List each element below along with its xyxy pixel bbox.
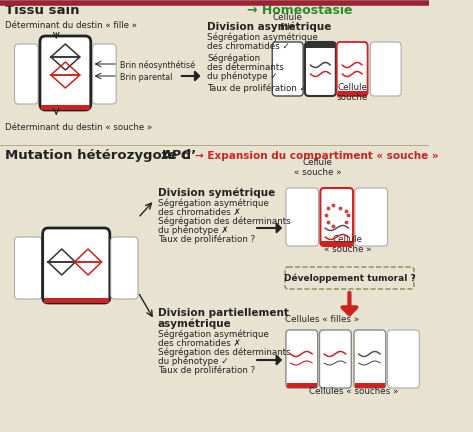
FancyBboxPatch shape <box>15 44 38 104</box>
Text: APC: APC <box>162 149 191 162</box>
Text: → Expansion du compartiment « souche »: → Expansion du compartiment « souche » <box>195 151 439 161</box>
Bar <box>338 91 367 96</box>
Text: des chromatides ✗: des chromatides ✗ <box>158 339 241 348</box>
Text: Cellule
« souche »: Cellule « souche » <box>294 158 342 177</box>
Text: des chromatides ✓: des chromatides ✓ <box>207 42 290 51</box>
Text: des chromatides ✗: des chromatides ✗ <box>158 208 241 217</box>
Text: Déterminant du destin « souche »: Déterminant du destin « souche » <box>6 123 153 132</box>
Bar <box>355 383 385 388</box>
Text: Brin parental: Brin parental <box>120 73 172 82</box>
FancyBboxPatch shape <box>320 188 353 246</box>
FancyBboxPatch shape <box>354 330 386 388</box>
FancyBboxPatch shape <box>319 330 351 388</box>
Bar <box>41 105 90 110</box>
FancyBboxPatch shape <box>305 42 336 96</box>
Text: Division partiellement: Division partiellement <box>158 308 289 318</box>
Bar <box>44 298 109 303</box>
FancyBboxPatch shape <box>272 42 303 96</box>
FancyBboxPatch shape <box>370 42 401 96</box>
Text: Cellules « filles »: Cellules « filles » <box>285 315 359 324</box>
FancyBboxPatch shape <box>285 267 414 289</box>
Text: Division symétrique: Division symétrique <box>158 187 275 198</box>
Text: Ségrégation asymétrique: Ségrégation asymétrique <box>158 330 269 339</box>
Text: → Homéostasie: → Homéostasie <box>247 4 352 17</box>
Text: Ségrégation: Ségrégation <box>207 54 260 63</box>
Text: asymétrique: asymétrique <box>158 318 232 329</box>
Text: Division asymétrique: Division asymétrique <box>207 22 331 32</box>
Text: du phénotype ✓: du phénotype ✓ <box>158 356 228 366</box>
Text: Taux de prolifération ?: Taux de prolifération ? <box>158 235 255 244</box>
Text: Déterminant du destin « fille »: Déterminant du destin « fille » <box>6 21 138 30</box>
Text: du phénotype ✓: du phénotype ✓ <box>207 72 278 81</box>
FancyBboxPatch shape <box>286 330 318 388</box>
Text: Ségrégation des déterminants: Ségrégation des déterminants <box>158 216 291 226</box>
FancyBboxPatch shape <box>40 36 91 110</box>
Text: Ségrégation asymétrique: Ségrégation asymétrique <box>207 32 318 42</box>
FancyBboxPatch shape <box>93 44 116 104</box>
Text: Brin néosynthétisé: Brin néosynthétisé <box>120 60 195 70</box>
FancyBboxPatch shape <box>111 237 138 299</box>
Text: du phénotype ✗: du phénotype ✗ <box>158 226 228 235</box>
Text: Ségrégation asymétrique: Ségrégation asymétrique <box>158 198 269 208</box>
Text: Cellule
souche: Cellule souche <box>337 83 368 102</box>
FancyBboxPatch shape <box>286 188 319 246</box>
Text: Ségrégation des déterminants: Ségrégation des déterminants <box>158 347 291 357</box>
FancyBboxPatch shape <box>387 330 420 388</box>
Bar <box>287 383 317 388</box>
Text: Mutation hétérozygote d’: Mutation hétérozygote d’ <box>6 149 197 162</box>
Bar <box>306 43 335 48</box>
Text: Cellules « souches »: Cellules « souches » <box>309 387 399 396</box>
Bar <box>321 241 352 246</box>
Text: Tissu sain: Tissu sain <box>6 4 80 17</box>
FancyBboxPatch shape <box>15 237 42 299</box>
FancyBboxPatch shape <box>43 228 110 303</box>
Text: Taux de prolifération ?: Taux de prolifération ? <box>158 365 255 375</box>
Text: Cellule
fille: Cellule fille <box>273 13 303 32</box>
Text: des déterminants: des déterminants <box>207 63 284 72</box>
FancyBboxPatch shape <box>337 42 368 96</box>
Text: Cellule
« souche »: Cellule « souche » <box>324 235 371 254</box>
Text: Développement tumoral ?: Développement tumoral ? <box>284 273 415 283</box>
FancyBboxPatch shape <box>355 188 387 246</box>
Text: Taux de prolifération ✓: Taux de prolifération ✓ <box>207 83 307 93</box>
